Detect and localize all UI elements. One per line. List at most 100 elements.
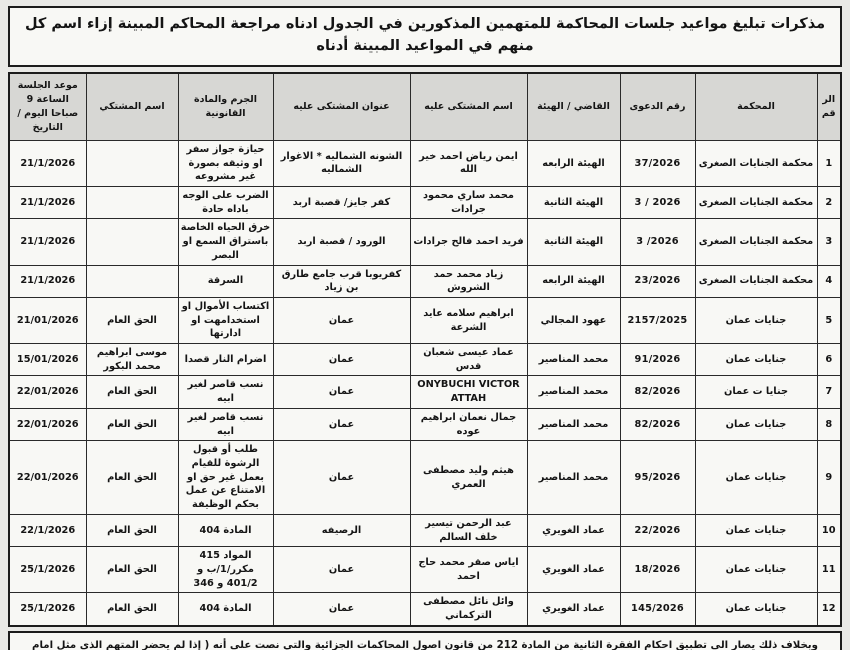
cell-number: 3 [816, 218, 842, 266]
table-row: 1 محكمة الجنايات الصغرى 37/2026 الهيئة ا… [8, 139, 842, 188]
cell-complainant-name: الحق العام [85, 407, 179, 442]
cell-case-number: 22/2026 [619, 513, 696, 548]
cell-defendant-address: عمان [272, 546, 411, 594]
cell-case-number: 95/2026 [619, 440, 696, 515]
cell-case-number: 18/2026 [619, 546, 696, 594]
cell-case-number: 2026/ 3 [619, 218, 696, 266]
cell-number: 10 [816, 513, 842, 548]
header-court: المحكمة [694, 72, 818, 141]
table-row: 12 جنايات عمان 145/2026 عماد الغويري وائ… [8, 592, 842, 627]
cell-defendant-address: عمان [272, 375, 411, 409]
table-row: 7 جنايا ت عمان 82/2026 محمد المناصير ONY… [8, 375, 842, 409]
cell-judge-panel: محمد المناصير [526, 343, 621, 377]
cell-number: 11 [816, 546, 842, 594]
table-row: 6 جنايات عمان 91/2026 محمد المناصير عماد… [8, 343, 842, 377]
cell-complainant-name: الحق العام [85, 592, 179, 627]
cell-complainant-name [85, 186, 179, 220]
cell-complainant-name: الحق العام [85, 375, 179, 409]
cell-court: محكمة الجنايات الصغرى [694, 264, 818, 298]
table-header-row: الرقم المحكمة رقم الدعوى القاضي / الهيئة… [8, 72, 842, 141]
header-complainant-name: اسم المشتكي [85, 72, 179, 141]
cell-judge-panel: محمد المناصير [526, 407, 621, 442]
cell-defendant-address: عمان [272, 296, 411, 345]
table-row: 3 محكمة الجنايات الصغرى 2026/ 3 الهيئة ا… [8, 218, 842, 266]
cell-crime-article: طلب أو قبول الرشوة للقيام بعمل غير حق او… [177, 440, 274, 515]
cell-defendant-address: الرصيفه [272, 513, 411, 548]
cell-defendant-name: هيثم وليد مصطفى العمري [409, 440, 528, 515]
cell-complainant-name: الحق العام [85, 513, 179, 548]
cell-case-number: 2026 / 3 [619, 186, 696, 220]
header-defendant-address: عنوان المشتكى عليه [272, 72, 411, 141]
cell-court: جنايات عمان [694, 440, 818, 515]
cell-court: جنايات عمان [694, 343, 818, 377]
cell-defendant-address: كفر جايز/ قصبة اربد [272, 186, 411, 220]
cell-defendant-address: عمان [272, 343, 411, 377]
cell-court: محكمة الجنايات الصغرى [694, 186, 818, 220]
cell-crime-article: حيازة جواز سفر او وثيقه بصورة غير مشروعه [177, 139, 274, 188]
cell-case-number: 23/2026 [619, 264, 696, 298]
cell-crime-article: السرقة [177, 264, 274, 298]
cell-hearing-date: 22/01/2026 [8, 407, 87, 442]
cell-number: 5 [816, 296, 842, 345]
cell-hearing-date: 22/01/2026 [8, 375, 87, 409]
cell-complainant-name: موسى ابراهيم محمد البكور [85, 343, 179, 377]
cell-complainant-name [85, 218, 179, 266]
table-row: 9 جنايات عمان 95/2026 محمد المناصير هيثم… [8, 440, 842, 515]
cell-judge-panel: عماد الغويري [526, 513, 621, 548]
cell-number: 12 [816, 592, 842, 627]
cell-complainant-name [85, 264, 179, 298]
cell-crime-article: اضرام النار قصدا [177, 343, 274, 377]
cell-defendant-name: عبد الرحمن تيسير خلف السالم [409, 513, 528, 548]
cell-judge-panel: محمد المناصير [526, 440, 621, 515]
header-number: الرقم [816, 72, 842, 141]
cell-crime-article: اكتساب الأموال او استخدامهت او ادارتها [177, 296, 274, 345]
cell-hearing-date: 21/1/2026 [8, 139, 87, 188]
table-row: 11 جنايات عمان 18/2026 عماد الغويري اياس… [8, 546, 842, 594]
header-judge-panel: القاضي / الهيئة [526, 72, 621, 141]
cell-defendant-name: جمال نعمان ابراهيم عوده [409, 407, 528, 442]
cell-hearing-date: 25/1/2026 [8, 592, 87, 627]
cell-court: جنايات عمان [694, 513, 818, 548]
notice-title: مذكرات تبليغ مواعيد جلسات المحاكمة للمته… [8, 6, 842, 67]
cell-hearing-date: 25/1/2026 [8, 546, 87, 594]
cell-judge-panel: الهيئة الثانية [526, 186, 621, 220]
cell-defendant-name: ONYBUCHI VICTOR ATTAH [409, 375, 528, 409]
cell-crime-article: نسب قاصر لغير ابيه [177, 407, 274, 442]
cell-case-number: 91/2026 [619, 343, 696, 377]
header-case-number: رقم الدعوى [619, 72, 696, 141]
header-defendant-name: اسم المشتكى عليه [409, 72, 528, 141]
cell-defendant-address: كفريوبا قرب جامع طارق بن زياد [272, 264, 411, 298]
cell-crime-article: المادة 404 [177, 592, 274, 627]
cell-court: جنايات عمان [694, 407, 818, 442]
cell-judge-panel: عماد الغويري [526, 546, 621, 594]
cell-defendant-name: ايمن رياض احمد خير الله [409, 139, 528, 188]
cell-court: جنايا ت عمان [694, 375, 818, 409]
cell-number: 9 [816, 440, 842, 515]
cell-judge-panel: الهيئة الرابعه [526, 264, 621, 298]
cell-defendant-name: وائل نائل مصطفى التركماني [409, 592, 528, 627]
cell-hearing-date: 15/01/2026 [8, 343, 87, 377]
cell-number: 6 [816, 343, 842, 377]
cell-hearing-date: 21/01/2026 [8, 296, 87, 345]
cell-judge-panel: الهيئة الرابعه [526, 139, 621, 188]
cell-case-number: 145/2026 [619, 592, 696, 627]
cell-hearing-date: 22/1/2026 [8, 513, 87, 548]
cell-court: جنايات عمان [694, 296, 818, 345]
cell-defendant-name: ابراهيم سلامه عايد الشرعة [409, 296, 528, 345]
cell-judge-panel: عهود المجالي [526, 296, 621, 345]
cell-crime-article: خرق الحياه الخاصة باستراق السمع او البصر [177, 218, 274, 266]
cell-court: جنايات عمان [694, 592, 818, 627]
cell-defendant-name: اياس صقر محمد حاج احمد [409, 546, 528, 594]
cell-number: 4 [816, 264, 842, 298]
cell-case-number: 82/2026 [619, 407, 696, 442]
cell-case-number: 82/2026 [619, 375, 696, 409]
cell-hearing-date: 22/01/2026 [8, 440, 87, 515]
cell-hearing-date: 21/1/2026 [8, 186, 87, 220]
table-row: 4 محكمة الجنايات الصغرى 23/2026 الهيئة ا… [8, 264, 842, 298]
hearings-table: الرقم المحكمة رقم الدعوى القاضي / الهيئة… [8, 71, 842, 627]
header-crime-article: الجرم والمادة القانونية [177, 72, 274, 141]
cell-defendant-address: الورود / قصبة اربد [272, 218, 411, 266]
table-row: 8 جنايات عمان 82/2026 محمد المناصير جمال… [8, 407, 842, 442]
cell-hearing-date: 21/1/2026 [8, 218, 87, 266]
